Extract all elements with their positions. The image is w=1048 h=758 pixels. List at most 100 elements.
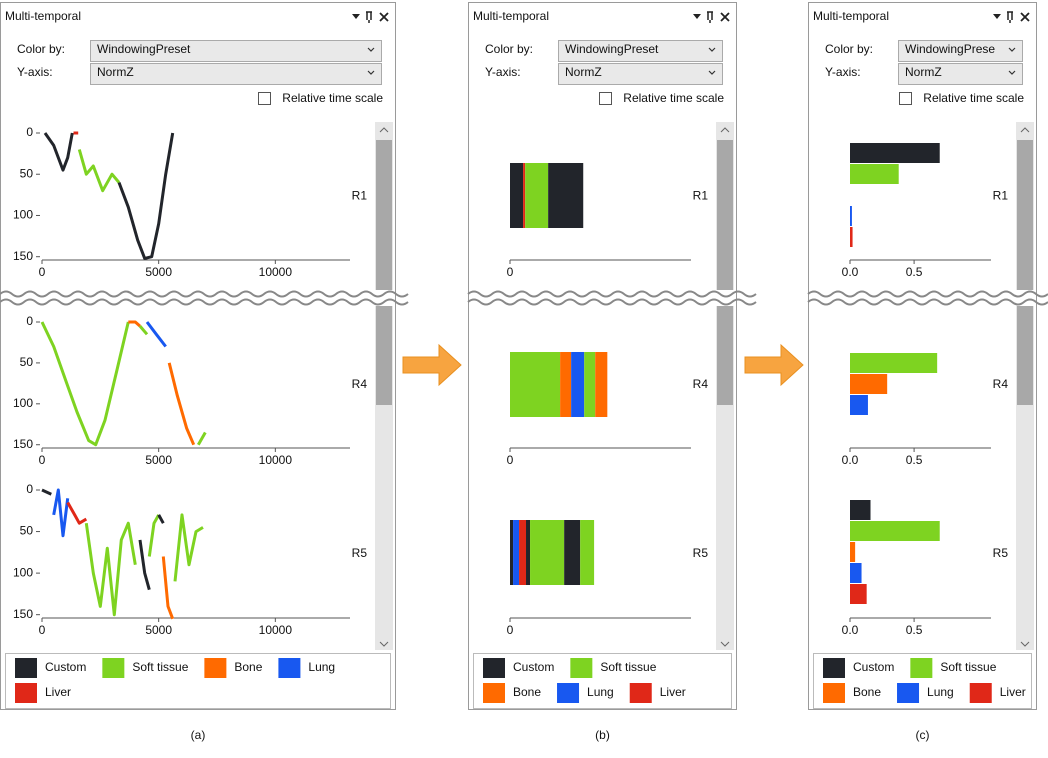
category-bar (850, 206, 852, 226)
flow-arrow (402, 343, 462, 387)
panel-frame (0, 2, 396, 710)
scroll-up[interactable] (720, 127, 730, 133)
field-label: Y-axis: (485, 65, 521, 79)
legend-swatch (15, 658, 37, 678)
checkbox[interactable] (258, 92, 271, 105)
legend-swatch (897, 683, 920, 703)
checkbox[interactable] (899, 92, 912, 105)
dropdown-value: WindowingPreset (565, 42, 659, 56)
x-tick-label: 10000 (259, 453, 293, 467)
field-label: Color by: (825, 42, 873, 56)
duration-segment (571, 352, 585, 417)
checkbox-label: Relative time scale (282, 91, 383, 105)
dropdown[interactable] (90, 40, 382, 62)
close-icon[interactable] (720, 12, 730, 22)
row-label: R5 (993, 546, 1009, 560)
x-tick-label: 10000 (259, 265, 293, 279)
duration-segment (584, 352, 596, 417)
y-tick-label: 150 (13, 437, 33, 451)
dropdown-value: NormZ (905, 65, 942, 79)
scrollbar-thumb[interactable] (376, 140, 392, 295)
dropdown-icon[interactable] (993, 14, 1001, 19)
pin-icon[interactable] (1007, 11, 1013, 23)
legend-swatch (15, 683, 37, 703)
scroll-down[interactable] (1020, 641, 1030, 647)
scroll-up[interactable] (379, 127, 389, 133)
trace-segment (66, 501, 88, 525)
x-tick-label: 0.5 (906, 265, 923, 279)
y-tick-label: 150 (13, 249, 33, 263)
trace-segment (173, 513, 204, 582)
break-line (467, 290, 757, 298)
scrollbar-thumb[interactable] (1017, 140, 1033, 295)
dropdown[interactable] (558, 63, 723, 85)
dropdown-icon[interactable] (352, 14, 360, 19)
trace-segment (147, 514, 161, 557)
x-tick-label: 0.5 (906, 623, 923, 637)
dropdown-icon[interactable] (693, 14, 701, 19)
x-tick-label: 10000 (259, 623, 293, 637)
dropdown-chevron (367, 47, 375, 52)
x-tick-label: 0 (39, 453, 46, 467)
checkbox[interactable] (599, 92, 612, 105)
close-icon[interactable] (1020, 12, 1030, 22)
y-tick-label: 100 (13, 396, 33, 410)
category-bar (850, 143, 940, 163)
y-tick-label: 0 (26, 314, 33, 328)
dropdown[interactable] (90, 63, 382, 85)
field-label: Y-axis: (17, 65, 53, 79)
close-icon[interactable] (379, 12, 389, 22)
legend-label: Bone (513, 685, 541, 699)
pin-icon[interactable] (366, 11, 372, 23)
category-bar (850, 395, 868, 415)
panel-title: Multi-temporal (473, 9, 549, 23)
category-bar (850, 500, 871, 520)
legend-label: Lung (308, 660, 335, 674)
trace-segment (40, 321, 130, 447)
scrollbar-thumb[interactable] (717, 305, 733, 405)
pin-icon[interactable] (707, 11, 713, 23)
dropdown-chevron (367, 70, 375, 75)
duration-segment (595, 352, 608, 417)
scroll-down[interactable] (720, 641, 730, 647)
trace-segment (117, 132, 175, 260)
scrollbar-thumb[interactable] (376, 305, 392, 405)
category-bar (850, 374, 888, 394)
legend-label: Soft tissue (132, 660, 188, 674)
legend-label: Liver (45, 685, 71, 699)
scrollbar-thumb[interactable] (1017, 305, 1033, 405)
legend-label: Liver (1000, 685, 1026, 699)
scrollbar-thumb[interactable] (717, 140, 733, 295)
scroll-up[interactable] (1020, 127, 1030, 133)
legend-label: Custom (45, 660, 86, 674)
legend-label: Bone (853, 685, 881, 699)
dropdown-value: NormZ (97, 65, 134, 79)
scroll-down[interactable] (379, 641, 389, 647)
category-bar (850, 542, 856, 562)
dropdown[interactable] (898, 40, 1023, 62)
panel-title: Multi-temporal (5, 9, 81, 23)
x-tick-label: 0.0 (842, 453, 859, 467)
category-bar (850, 584, 867, 604)
legend-swatch (102, 658, 125, 678)
checkbox-label: Relative time scale (623, 91, 724, 105)
trace-segment (138, 539, 151, 591)
dropdown[interactable] (558, 40, 723, 62)
duration-segment (564, 520, 581, 585)
break-line (807, 298, 1048, 306)
x-tick-label: 0 (39, 265, 46, 279)
legend-label: Liver (660, 685, 686, 699)
y-tick-label: 0 (26, 125, 33, 139)
trace-segment (128, 320, 141, 328)
legend-label: Lung (927, 685, 954, 699)
legend-box (473, 653, 732, 709)
legend-label: Soft tissue (600, 660, 656, 674)
dropdown-value: NormZ (565, 65, 602, 79)
row-label: R4 (352, 377, 368, 391)
row-label: R5 (693, 546, 709, 560)
dropdown-chevron (1008, 47, 1016, 52)
trace-segment (161, 556, 175, 620)
x-tick-label: 0 (507, 453, 514, 467)
dropdown[interactable] (898, 63, 1023, 85)
